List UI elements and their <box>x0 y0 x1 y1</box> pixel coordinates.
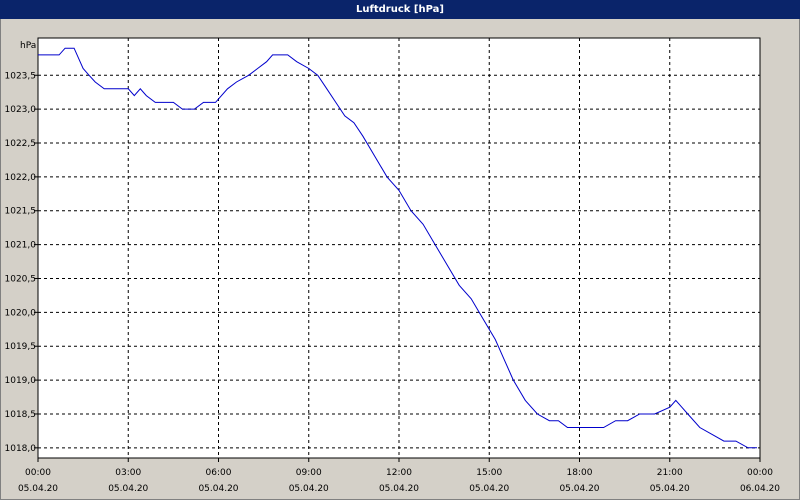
y-axis-label: hPa <box>20 41 36 51</box>
x-tick-time: 00:00 <box>747 468 773 478</box>
x-tick-date: 05.04.20 <box>289 484 329 494</box>
x-tick-time: 15:00 <box>476 468 502 478</box>
grid-lines <box>38 38 760 458</box>
x-tick-date: 05.04.20 <box>198 484 238 494</box>
x-tick-time: 09:00 <box>296 468 322 478</box>
x-tick-time: 06:00 <box>206 468 232 478</box>
x-tick-date: 05.04.20 <box>650 484 690 494</box>
y-tick-label: 1022,5 <box>5 139 37 149</box>
x-tick-date: 05.04.20 <box>108 484 148 494</box>
y-tick-label: 1022,0 <box>5 173 37 183</box>
y-axis-ticks: 1023,5 1023,0 1022,5 1022,0 1021,5 1021,0 1020… <box>5 71 38 454</box>
x-tick-date: 05.04.20 <box>469 484 509 494</box>
x-tick-time: 12:00 <box>386 468 412 478</box>
y-tick-label: 1019,5 <box>5 342 37 352</box>
y-tick-label: 1020,5 <box>5 274 37 284</box>
x-tick-time: 21:00 <box>657 468 683 478</box>
series-group <box>38 47 757 449</box>
series-line-0 <box>38 47 757 449</box>
x-tick-date: 06.04.20 <box>740 484 780 494</box>
x-axis-ticks: 00:00 05.04.20 03:00 05.04.20 06:00 05.04.20 0… <box>18 458 780 494</box>
x-tick-time: 18:00 <box>567 468 593 478</box>
y-tick-label: 1018,5 <box>5 410 37 420</box>
y-tick-label: 1018,0 <box>5 444 37 454</box>
y-tick-label: 1020,0 <box>5 308 37 318</box>
y-tick-label: 1019,0 <box>5 376 37 386</box>
y-tick-label: 1023,5 <box>5 71 37 81</box>
x-tick-date: 05.04.20 <box>559 484 599 494</box>
y-tick-label: 1023,0 <box>5 105 37 115</box>
y-tick-label: 1021,5 <box>5 207 37 217</box>
x-tick-date: 05.04.20 <box>379 484 419 494</box>
x-tick-date: 05.04.20 <box>18 484 58 494</box>
x-tick-time: 03:00 <box>115 468 141 478</box>
x-tick-time: 00:00 <box>25 468 51 478</box>
y-tick-label: 1021,0 <box>5 241 37 251</box>
chart-title: Luftdruck [hPa] <box>0 0 800 19</box>
